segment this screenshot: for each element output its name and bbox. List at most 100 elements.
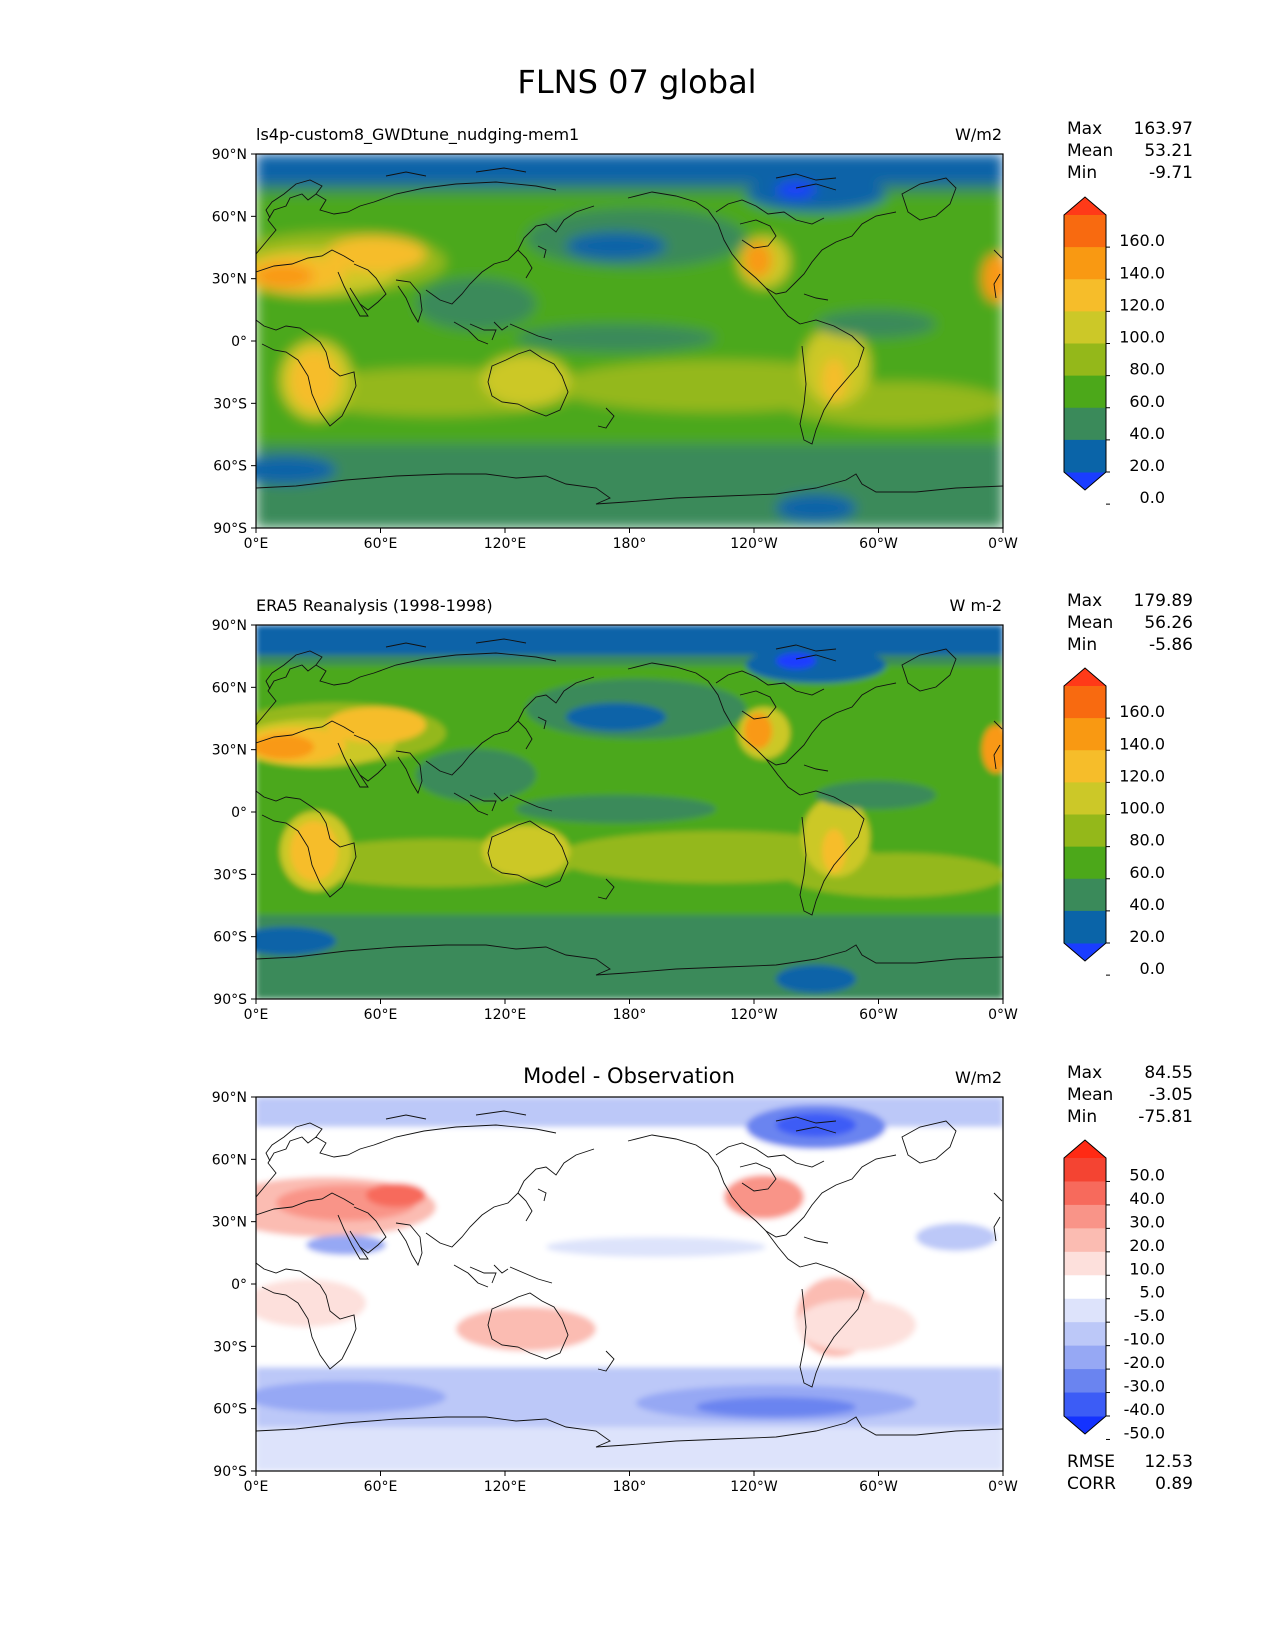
colorbar-segment (1064, 1251, 1106, 1276)
lon-tick-label: 60°E (364, 536, 398, 552)
colorbar-label: -40.0 (1124, 1400, 1165, 1419)
colorbar-label: 40.0 (1129, 424, 1165, 443)
colorbar-label: -10.0 (1124, 1330, 1165, 1349)
lat-tick-label: 30°S (213, 396, 247, 412)
colorbar-label: 30.0 (1129, 1212, 1165, 1231)
colorbar-label: 120.0 (1119, 295, 1165, 314)
colorbar-label: 50.0 (1129, 1165, 1165, 1184)
colorbar-extend-min (1064, 472, 1106, 490)
colorbar-extend-max (1064, 1140, 1106, 1158)
colorbar-segment (1064, 750, 1106, 783)
colorbar-segment (1064, 1392, 1106, 1417)
stat-label: Mean (1067, 613, 1113, 633)
lon-tick-label: 120°W (730, 536, 778, 552)
colorbar-label: -30.0 (1124, 1377, 1165, 1396)
colorbar-label: 40.0 (1129, 1189, 1165, 1208)
panel-model-title: ls4p-custom8_GWDtune_nudging-mem1 (256, 125, 579, 145)
colorbar-label: 20.0 (1129, 456, 1165, 475)
colorbar-segment (1064, 910, 1106, 944)
lat-tick-label: 60°N (212, 209, 247, 225)
colorbar-segment (1064, 1322, 1106, 1347)
stat-value: -9.71 (1149, 163, 1193, 183)
stat-label: Min (1067, 1107, 1097, 1127)
colorbar-label: 60.0 (1129, 863, 1165, 882)
panel-model-units: W/m2 (955, 125, 1002, 144)
lat-tick-label: 90°N (212, 618, 247, 634)
colorbar-label: 0.0 (1140, 959, 1165, 978)
lat-tick-label: 90°N (212, 147, 247, 163)
lat-tick-label: 60°S (213, 459, 247, 475)
colorbar-label: -20.0 (1124, 1353, 1165, 1372)
stat-label: Mean (1067, 1085, 1113, 1105)
lat-tick-label: 90°S (213, 521, 247, 537)
panel-diff-map (256, 1097, 1003, 1471)
colorbar-label: 10.0 (1129, 1259, 1165, 1278)
panel-obs-map (256, 625, 1003, 999)
colorbar-label: 140.0 (1119, 263, 1165, 282)
lon-tick-label: 120°E (484, 1479, 527, 1495)
stat-value: 179.89 (1134, 591, 1193, 611)
stat-value: -5.86 (1149, 635, 1193, 655)
colorbar-segment (1064, 1204, 1106, 1229)
panel-obs-units: W m-2 (950, 596, 1002, 615)
stat-value: 53.21 (1144, 141, 1193, 161)
lon-tick-label: 60°E (364, 1007, 398, 1023)
lon-tick-label: 120°E (484, 1007, 527, 1023)
colorbar-extend-max (1064, 197, 1106, 215)
lon-tick-label: 0°W (988, 536, 1018, 552)
colorbar-label: 100.0 (1119, 328, 1165, 347)
lat-tick-label: 30°S (213, 1339, 247, 1355)
lon-tick-label: 180° (613, 1479, 647, 1495)
stat-label: Max (1067, 119, 1102, 139)
colorbar-segment (1064, 375, 1106, 409)
colorbar-label: 20.0 (1129, 927, 1165, 946)
stat-label: Max (1067, 1063, 1102, 1083)
colorbar-segment (1064, 311, 1106, 344)
colorbar-segment (1064, 1158, 1106, 1182)
stat-label: Mean (1067, 141, 1113, 161)
colorbar-label: 40.0 (1129, 895, 1165, 914)
stat-label: RMSE (1067, 1452, 1115, 1472)
stat-value: -75.81 (1138, 1107, 1193, 1127)
lon-tick-label: 60°W (859, 536, 898, 552)
lon-tick-label: 0°E (244, 1007, 269, 1023)
colorbar-label: 0.0 (1140, 488, 1165, 507)
lat-tick-label: 60°N (212, 680, 247, 696)
colorbar-label: 80.0 (1129, 831, 1165, 850)
colorbar-extend-max (1064, 668, 1106, 686)
colorbar-segment (1064, 814, 1106, 848)
colorbar-segment (1064, 215, 1106, 248)
colorbar-label: -50.0 (1124, 1423, 1165, 1442)
lon-tick-label: 180° (613, 1007, 647, 1023)
panel-diff-units: W/m2 (955, 1068, 1002, 1087)
stat-label: Min (1067, 635, 1097, 655)
lat-tick-label: 90°S (213, 992, 247, 1008)
figure-title: FLNS 07 global (517, 63, 756, 101)
lat-tick-label: 60°S (213, 1402, 247, 1418)
colorbar-segment (1064, 846, 1106, 880)
lat-tick-label: 90°S (213, 1464, 247, 1480)
lon-tick-label: 0°W (988, 1479, 1018, 1495)
lat-tick-label: 0° (231, 334, 247, 350)
colorbar-segment (1064, 1298, 1106, 1323)
stat-value: 12.53 (1144, 1452, 1193, 1472)
stat-label: Min (1067, 163, 1097, 183)
colorbar-segment (1064, 279, 1106, 312)
stat-value: 0.89 (1155, 1474, 1193, 1494)
lon-tick-label: 120°W (730, 1007, 778, 1023)
lat-tick-label: 0° (231, 1277, 247, 1293)
stat-label: Max (1067, 591, 1102, 611)
lat-tick-label: 30°N (212, 1215, 247, 1231)
lat-tick-label: 30°N (212, 743, 247, 759)
colorbar-label: 140.0 (1119, 734, 1165, 753)
lon-tick-label: 120°W (730, 1479, 778, 1495)
panel-obs-title: ERA5 Reanalysis (1998-1998) (256, 596, 493, 615)
colorbar-segment (1064, 343, 1106, 377)
colorbar-label: 60.0 (1129, 392, 1165, 411)
colorbar-label: 160.0 (1119, 702, 1165, 721)
panel-diff: Model - Observation W/m2 90°N 60°N 30°N 0° 3… (212, 1063, 1193, 1495)
colorbar-segment (1064, 1369, 1106, 1394)
panel-model-map (256, 154, 1003, 528)
colorbar-label: -5.0 (1134, 1306, 1165, 1325)
colorbar-label: 5.0 (1140, 1283, 1165, 1302)
